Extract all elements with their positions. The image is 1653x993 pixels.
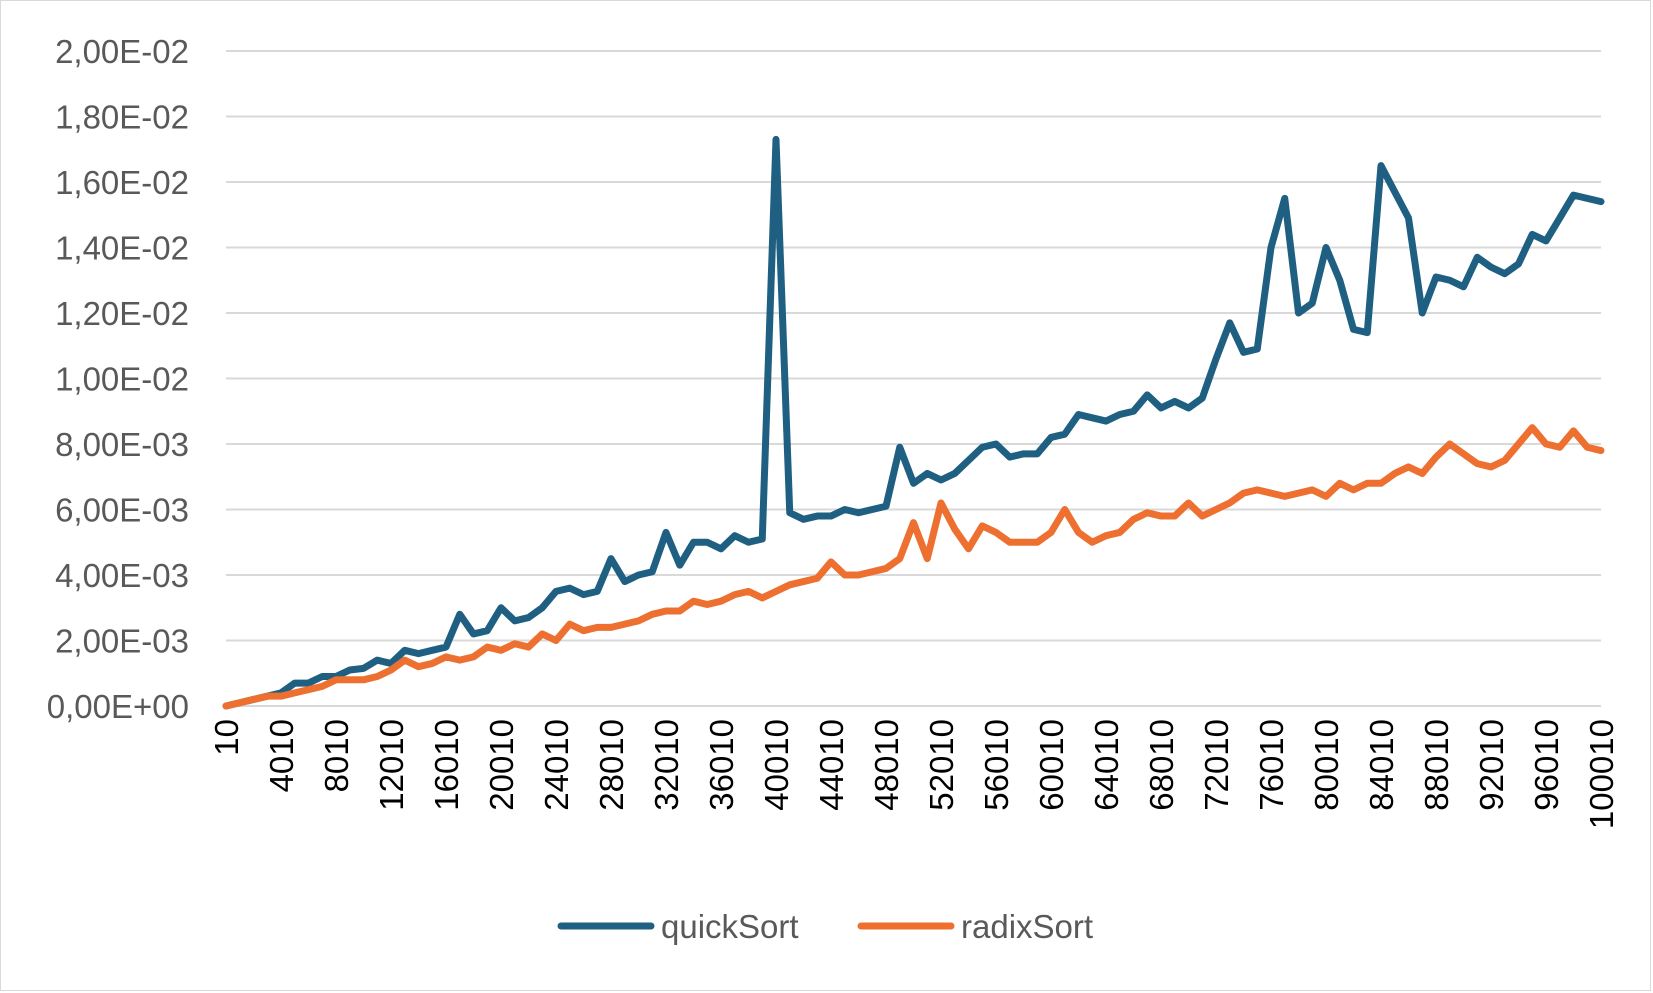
x-tick-label: 12010: [373, 719, 410, 811]
x-tick-label: 60010: [1033, 719, 1070, 811]
x-tick-label: 56010: [978, 719, 1015, 811]
x-axis-tick-labels: 10 4010 8010 12010 16010 20010 24010 28010 32010…: [208, 719, 1620, 829]
y-tick-label: 2,00E-02: [55, 33, 189, 70]
x-tick-label: 80010: [1308, 719, 1345, 811]
x-tick-label: 88010: [1418, 719, 1455, 811]
y-tick-label: 1,80E-02: [55, 99, 189, 136]
x-tick-label: 72010: [1198, 719, 1235, 811]
y-tick-label: 8,00E-03: [55, 426, 189, 463]
x-tick-label: 10: [208, 719, 245, 756]
x-tick-label: 32010: [648, 719, 685, 811]
legend: quickSort radixSort: [557, 908, 1093, 945]
x-tick-label: 76010: [1253, 719, 1290, 811]
x-tick-label: 64010: [1088, 719, 1125, 811]
y-tick-label: 4,00E-03: [55, 557, 189, 594]
x-tick-label: 68010: [1143, 719, 1180, 811]
y-tick-label: 2,00E-03: [55, 623, 189, 660]
x-tick-label: 20010: [483, 719, 520, 811]
x-tick-label: 84010: [1363, 719, 1400, 811]
y-tick-label: 1,00E-02: [55, 361, 189, 398]
x-tick-label: 4010: [263, 719, 300, 792]
y-tick-label: 1,20E-02: [55, 295, 189, 332]
gridlines: [226, 50, 1601, 642]
y-tick-label: 1,60E-02: [55, 164, 189, 201]
x-tick-label: 28010: [593, 719, 630, 811]
x-tick-label: 96010: [1528, 719, 1565, 811]
x-tick-label: 92010: [1473, 719, 1510, 811]
x-tick-label: 8010: [318, 719, 355, 792]
x-tick-label: 16010: [428, 719, 465, 811]
x-tick-label: 52010: [923, 719, 960, 811]
x-tick-label: 100010: [1583, 719, 1620, 829]
x-tick-label: 24010: [538, 719, 575, 811]
series-line-quickSort: [222, 135, 1605, 710]
series-lines: [222, 135, 1605, 710]
y-tick-label: 0,00E+00: [47, 688, 189, 725]
legend-label-radixSort: radixSort: [961, 908, 1093, 945]
x-tick-label: 36010: [703, 719, 740, 811]
x-tick-label: 44010: [813, 719, 850, 811]
y-tick-label: 1,40E-02: [55, 230, 189, 267]
series-line-radixSort: [222, 424, 1605, 710]
x-tick-label: 48010: [868, 719, 905, 811]
y-axis-tick-labels: 0,00E+00 2,00E-03 4,00E-03 6,00E-03 8,00E-03…: [47, 33, 189, 725]
legend-label-quickSort: quickSort: [661, 908, 799, 945]
y-tick-label: 6,00E-03: [55, 492, 189, 529]
x-tick-label: 40010: [758, 719, 795, 811]
